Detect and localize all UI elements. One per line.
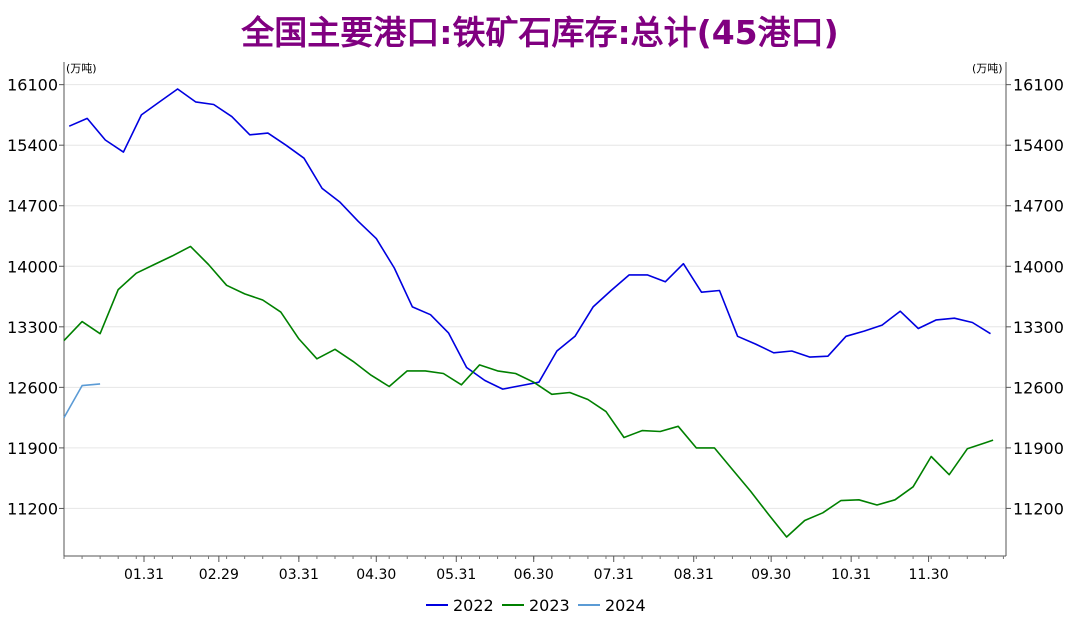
- y-tick-label-right: 14000: [1013, 257, 1064, 276]
- x-tick-label: 11.30: [909, 567, 949, 583]
- legend-label: 2024: [605, 595, 646, 615]
- legend-swatch: [502, 604, 524, 606]
- y-tick-label-right: 15400: [1013, 136, 1064, 155]
- legend-item-2022: 2022: [426, 594, 494, 616]
- x-tick-label: 07.31: [594, 567, 634, 583]
- right-y-axis-ticks: 16100 15400 14700 14000 13300 12600 11900 11200: [1006, 76, 1064, 518]
- x-tick-label: 06.30: [514, 567, 554, 583]
- y-tick-label-left: 15400: [7, 136, 58, 155]
- legend-label: 2023: [529, 595, 570, 615]
- y-tick-label-left: 13300: [7, 318, 58, 337]
- right-axis-unit: (万吨): [972, 62, 1003, 75]
- y-tick-label-left: 12600: [7, 378, 58, 397]
- y-tick-label-left: 14700: [7, 197, 58, 216]
- series-line-2022: [68, 88, 991, 390]
- x-tick-label: 03.31: [279, 567, 319, 583]
- legend-item-2024: 2024: [578, 594, 646, 616]
- series-line-2023: [63, 245, 994, 538]
- chart-title: 全国主要港口:铁矿石库存:总计(45港口): [241, 13, 839, 52]
- y-tick-label-right: 12600: [1013, 378, 1064, 397]
- legend-swatch: [578, 604, 600, 606]
- y-tick-label-left: 16100: [7, 76, 58, 95]
- y-tick-label-left: 14000: [7, 257, 58, 276]
- y-tick-label-left: 11200: [7, 499, 58, 518]
- x-axis-ticks: 01.31 02.29 03.31 04.30 05.31 06.30 07.31 08.31…: [63, 556, 1004, 583]
- y-tick-label-left: 11900: [7, 439, 58, 458]
- y-tick-label-right: 11900: [1013, 439, 1064, 458]
- x-tick-label: 08.31: [674, 567, 714, 583]
- legend-swatch: [426, 604, 448, 606]
- x-tick-label: 09.30: [751, 567, 791, 583]
- left-axis-unit: (万吨): [66, 62, 97, 75]
- y-tick-label-right: 13300: [1013, 318, 1064, 337]
- y-tick-label-right: 11200: [1013, 499, 1064, 518]
- x-tick-label: 04.30: [356, 567, 396, 583]
- legend-label: 2022: [453, 595, 494, 615]
- legend-item-2023: 2023: [502, 594, 570, 616]
- x-tick-label: 05.31: [436, 567, 476, 583]
- x-tick-label: 10.31: [831, 567, 871, 583]
- series-lines: [63, 88, 994, 538]
- y-tick-label-right: 16100: [1013, 76, 1064, 95]
- chart-legend: 2022 2023 2024: [0, 594, 1080, 616]
- x-tick-label: 01.31: [124, 567, 164, 583]
- x-tick-label: 02.29: [199, 567, 239, 583]
- y-tick-label-right: 14700: [1013, 197, 1064, 216]
- left-y-axis-ticks: 16100 15400 14700 14000 13300 12600 11900 11200: [7, 76, 64, 518]
- grid-lines: [64, 84, 1006, 509]
- axes: [63, 62, 1007, 557]
- series-line-2024: [63, 383, 101, 418]
